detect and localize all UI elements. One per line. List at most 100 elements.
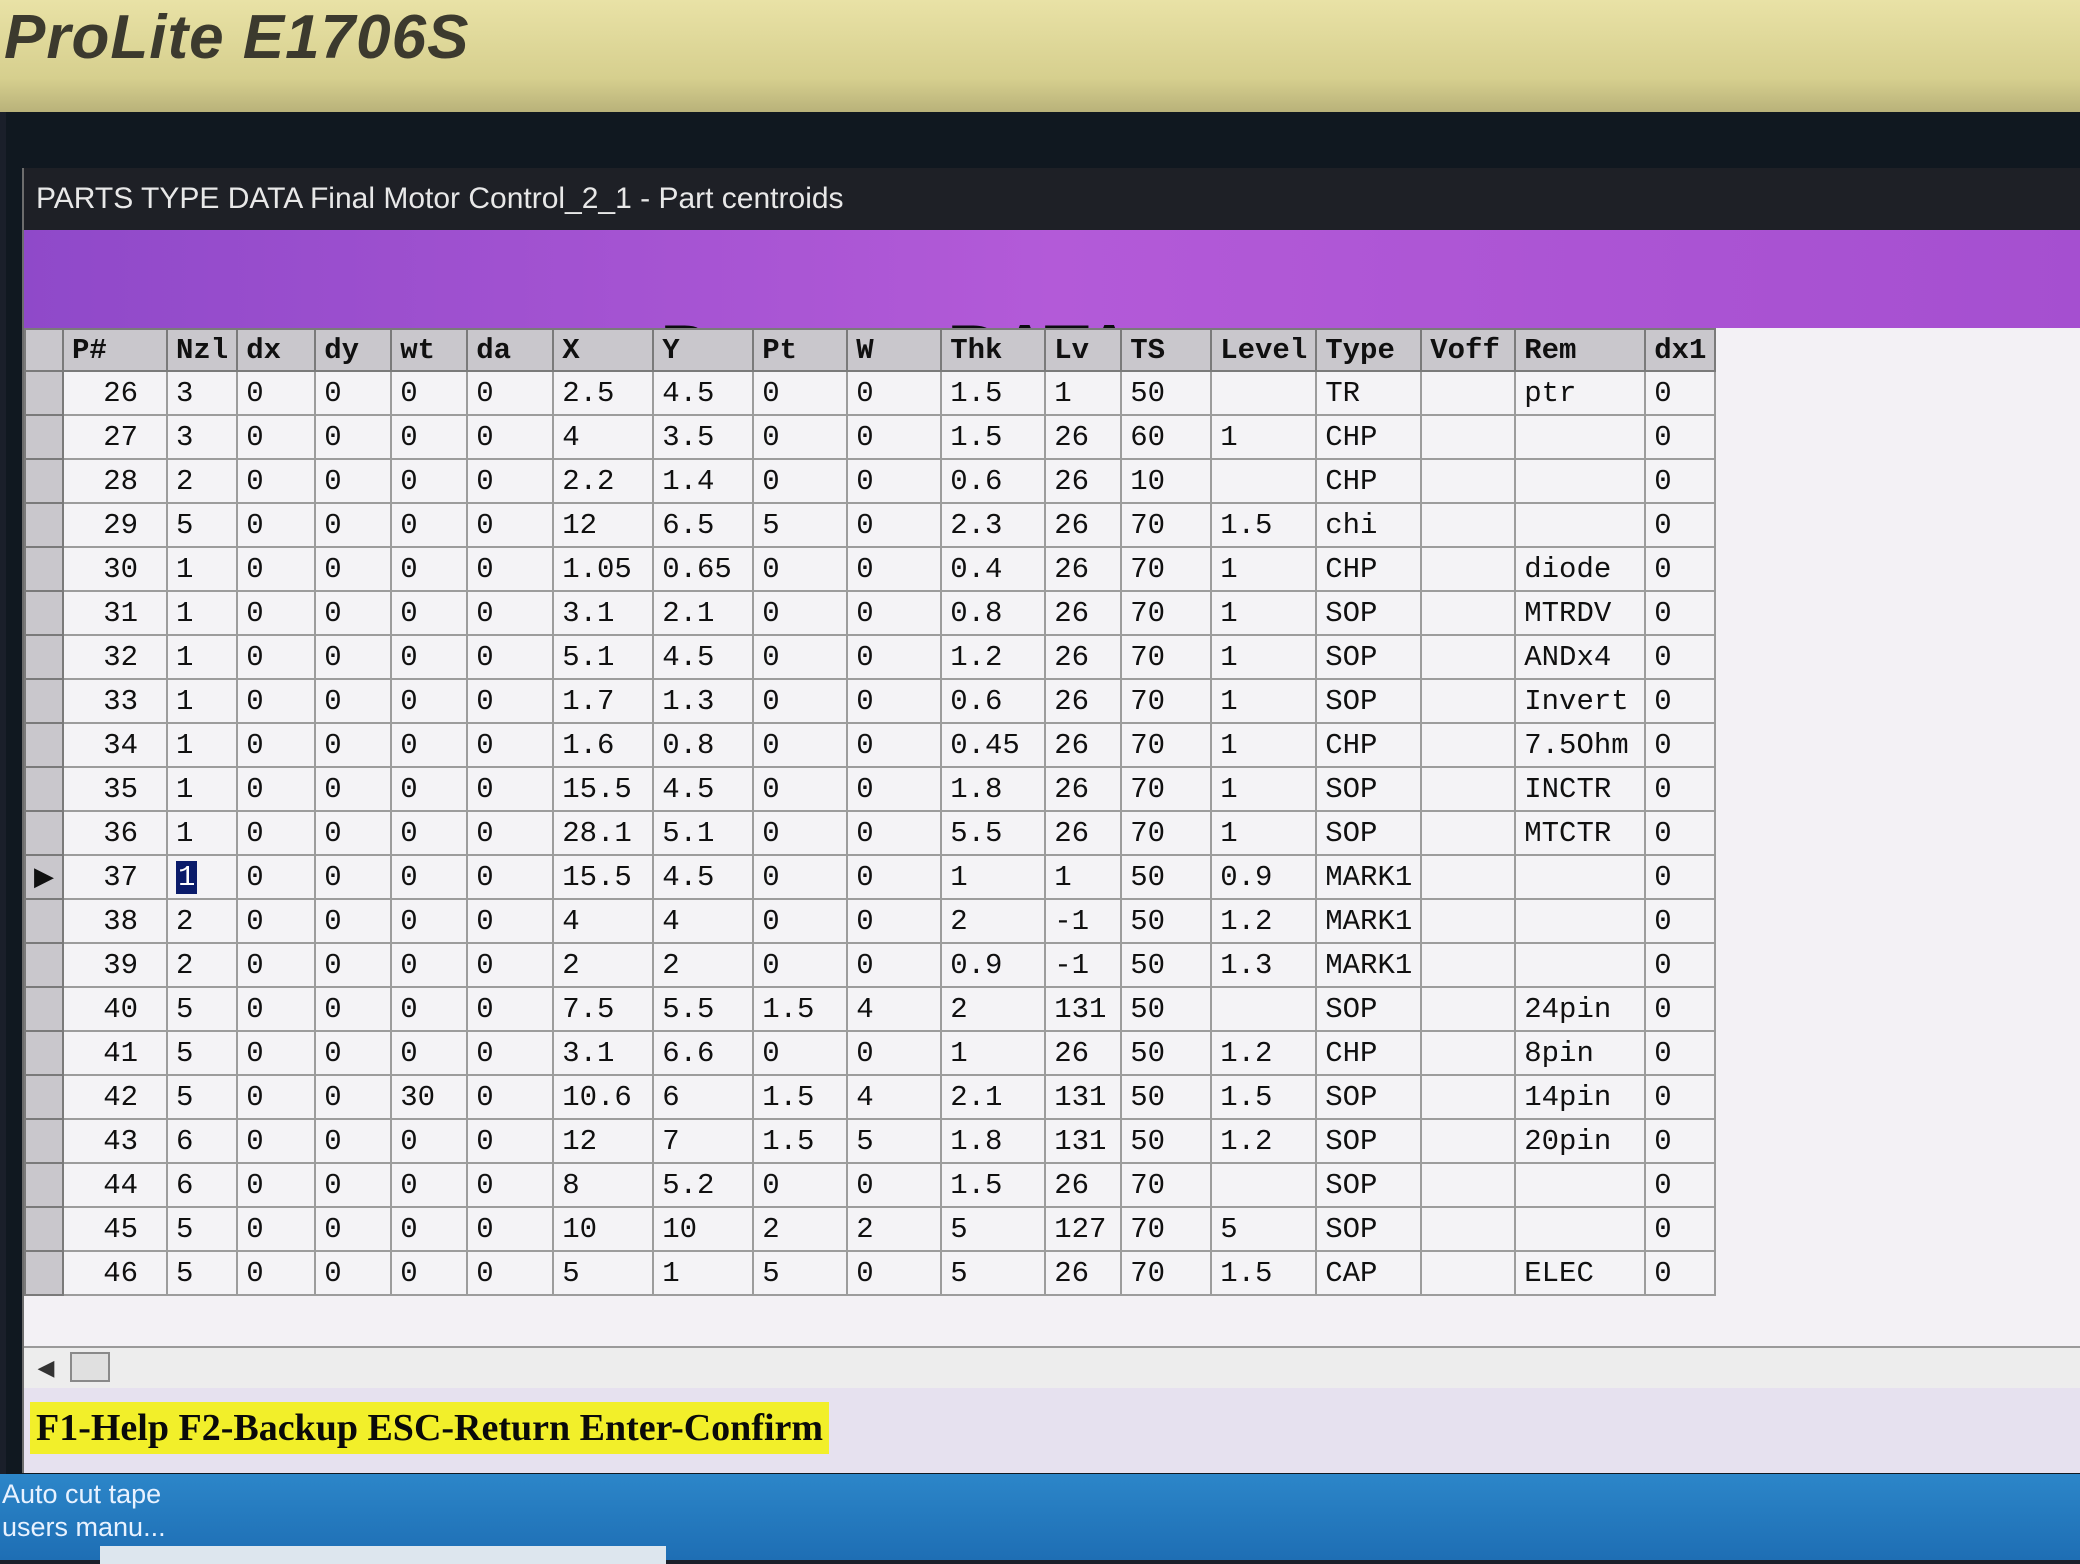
table-cell[interactable]: 5 <box>165 1074 239 1120</box>
table-cell[interactable]: 3 <box>165 414 239 460</box>
table-cell[interactable]: 5 <box>846 1118 943 1164</box>
table-cell[interactable]: 0 <box>1644 810 1717 856</box>
table-cell[interactable]: 70 <box>1120 546 1213 592</box>
table-cell[interactable]: 0 <box>314 546 393 592</box>
table-cell[interactable]: 0 <box>236 502 317 548</box>
table-cell[interactable]: 0 <box>236 458 317 504</box>
table-cell[interactable]: 70 <box>1120 766 1213 812</box>
table-cell[interactable]: 33 <box>62 678 168 724</box>
table-cell[interactable] <box>1420 810 1517 856</box>
table-cell[interactable]: 26 <box>1044 546 1123 592</box>
table-row[interactable]: 45 5 0 0 0 0 10 10 2 2 5 127 70 5 SOP 0 <box>24 1206 1717 1252</box>
table-cell[interactable]: SOP <box>1315 634 1423 680</box>
table-cell[interactable] <box>1420 590 1517 636</box>
table-cell[interactable]: 0 <box>846 766 943 812</box>
table-cell[interactable]: 0 <box>390 678 469 724</box>
table-cell[interactable]: 70 <box>1120 678 1213 724</box>
table-cell[interactable]: 0 <box>236 898 317 944</box>
table-cell[interactable] <box>1420 1162 1517 1208</box>
table-cell[interactable]: 5 <box>1210 1206 1318 1252</box>
table-cell[interactable] <box>1420 1074 1517 1120</box>
row-selector[interactable] <box>24 414 64 460</box>
table-cell[interactable]: 26 <box>62 370 168 416</box>
table-cell[interactable]: 0 <box>846 678 943 724</box>
table-cell[interactable]: 6.6 <box>652 1030 755 1076</box>
table-cell[interactable]: 0 <box>236 370 317 416</box>
table-cell[interactable]: 1 <box>1210 722 1318 768</box>
table-cell[interactable]: 1 <box>165 766 239 812</box>
table-cell[interactable]: MTCTR <box>1514 810 1647 856</box>
table-cell[interactable]: 38 <box>62 898 168 944</box>
table-cell[interactable]: 0 <box>466 854 555 900</box>
table-cell[interactable] <box>1420 898 1517 944</box>
scrollbar-thumb[interactable] <box>70 1352 110 1382</box>
table-cell[interactable]: 1.5 <box>1210 502 1318 548</box>
table-cell[interactable]: TR <box>1315 370 1423 416</box>
table-cell[interactable]: 12 <box>552 1118 655 1164</box>
table-cell[interactable] <box>1210 986 1318 1032</box>
table-cell[interactable]: 5.5 <box>940 810 1047 856</box>
table-cell[interactable]: 0 <box>236 810 317 856</box>
table-cell[interactable]: 0 <box>314 1030 393 1076</box>
column-header[interactable]: Lv <box>1044 328 1123 372</box>
table-cell[interactable]: 28.1 <box>552 810 655 856</box>
row-selector[interactable] <box>24 810 64 856</box>
table-cell[interactable]: 26 <box>1044 766 1123 812</box>
row-selector[interactable] <box>24 986 64 1032</box>
scroll-left-icon[interactable]: ◀ <box>37 1355 55 1380</box>
table-cell[interactable] <box>1420 678 1517 724</box>
table-cell[interactable]: 5 <box>165 1250 239 1296</box>
table-cell[interactable]: 0 <box>846 1030 943 1076</box>
table-cell[interactable]: 3.1 <box>552 1030 655 1076</box>
table-cell[interactable] <box>1514 414 1647 460</box>
table-cell[interactable]: 0 <box>1644 414 1717 460</box>
table-cell[interactable]: CHP <box>1315 414 1423 460</box>
table-cell[interactable]: 24pin <box>1514 986 1647 1032</box>
table-cell[interactable] <box>1420 722 1517 768</box>
row-selector[interactable] <box>24 766 64 812</box>
table-cell[interactable]: 5.2 <box>652 1162 755 1208</box>
table-cell[interactable]: 0 <box>1644 590 1717 636</box>
table-cell[interactable]: 1.5 <box>1210 1074 1318 1120</box>
table-cell[interactable]: 15.5 <box>552 854 655 900</box>
table-cell[interactable]: 0 <box>466 766 555 812</box>
table-row[interactable]: 28 2 0 0 0 0 2.2 1.4 0 0 0.6 26 10 CHP 0 <box>24 458 1717 504</box>
table-cell[interactable]: diode <box>1514 546 1647 592</box>
table-cell[interactable]: INCTR <box>1514 766 1647 812</box>
table-cell[interactable]: 0 <box>314 1074 393 1120</box>
table-cell[interactable]: 70 <box>1120 634 1213 680</box>
table-cell[interactable]: 0 <box>466 546 555 592</box>
table-row[interactable]: 31 1 0 0 0 0 3.1 2.1 0 0 0.8 26 70 1 SOP MTRDV 0 <box>24 590 1717 636</box>
column-header[interactable]: Level <box>1210 328 1318 372</box>
table-cell[interactable]: 0.9 <box>940 942 1047 988</box>
table-cell[interactable]: 50 <box>1120 1118 1213 1164</box>
column-header[interactable]: Rem <box>1514 328 1647 372</box>
table-cell[interactable]: 26 <box>1044 1162 1123 1208</box>
table-cell[interactable]: 0.8 <box>652 722 755 768</box>
table-cell[interactable]: 0 <box>390 502 469 548</box>
table-cell[interactable]: 0 <box>236 854 317 900</box>
table-cell[interactable]: 0.8 <box>940 590 1047 636</box>
table-cell[interactable]: SOP <box>1315 986 1423 1032</box>
table-cell[interactable]: 40 <box>62 986 168 1032</box>
row-selector[interactable] <box>24 1162 64 1208</box>
table-cell[interactable]: 30 <box>62 546 168 592</box>
table-cell[interactable] <box>1420 942 1517 988</box>
table-cell[interactable]: 0 <box>1644 1206 1717 1252</box>
table-cell[interactable]: 0 <box>390 854 469 900</box>
table-cell[interactable]: 5 <box>552 1250 655 1296</box>
table-cell[interactable] <box>1420 458 1517 504</box>
table-cell[interactable] <box>1420 766 1517 812</box>
table-cell[interactable]: 5.1 <box>652 810 755 856</box>
table-cell[interactable]: CHP <box>1315 546 1423 592</box>
table-cell[interactable]: 1 <box>165 634 239 680</box>
table-cell[interactable]: 4 <box>552 414 655 460</box>
column-header[interactable]: P# <box>62 328 168 372</box>
row-selector[interactable] <box>24 634 64 680</box>
table-cell[interactable]: 1 <box>1210 414 1318 460</box>
table-cell[interactable]: 70 <box>1120 722 1213 768</box>
table-cell[interactable]: 0 <box>314 810 393 856</box>
table-cell[interactable]: 50 <box>1120 1074 1213 1120</box>
table-cell[interactable]: 0 <box>314 634 393 680</box>
table-cell[interactable]: SOP <box>1315 678 1423 724</box>
